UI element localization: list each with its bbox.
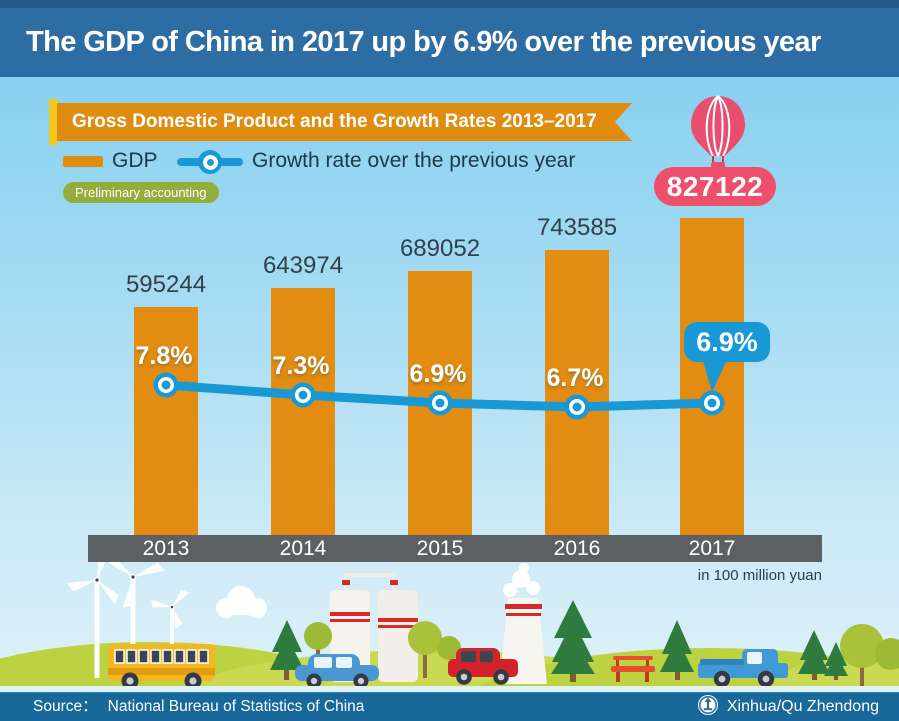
scenery-illustration — [0, 562, 899, 692]
cloud-icon — [216, 586, 267, 618]
bench-icon — [611, 656, 655, 682]
growth-2017-speech-bubble: 6.9% — [684, 322, 770, 362]
gdp-value-2015: 689052 — [399, 235, 481, 262]
car-icon — [295, 654, 379, 689]
source-text: National Bureau of Statistics of China — [107, 698, 365, 715]
top-strip — [0, 0, 899, 8]
title-banner: The GDP of China in 2017 up by 6.9% over… — [0, 8, 899, 77]
growth-legend-label: Growth rate over the previous year — [252, 149, 576, 172]
year-label-2014: 2014 — [279, 537, 327, 560]
year-label-2017: 2017 — [688, 537, 736, 560]
tree-icon — [304, 621, 899, 686]
year-label-2016: 2016 — [553, 537, 601, 560]
gdp-bar-2016 — [545, 250, 609, 535]
xinhua-logo-icon — [697, 695, 718, 715]
credit-text: Xinhua/Qu Zhendong — [726, 698, 879, 715]
pickup-truck-icon — [698, 649, 788, 688]
gdp-bar-2015 — [408, 271, 472, 535]
gdp-value-2016: 743585 — [536, 214, 618, 241]
growth-legend-marker-icon — [198, 150, 222, 174]
growth-rate-2013: 7.8% — [135, 342, 193, 370]
gdp-value-2014: 643974 — [262, 252, 344, 279]
gdp-2017-value-badge: 827122 — [654, 167, 776, 206]
road — [0, 686, 899, 692]
year-label-2013: 2013 — [142, 537, 190, 560]
gdp-legend-swatch — [63, 156, 103, 167]
gdp-value-2013: 595244 — [125, 271, 207, 298]
year-label-2015: 2015 — [416, 537, 464, 560]
ribbon-accent-bar — [49, 99, 57, 145]
red-car-icon — [448, 648, 518, 685]
footer-bar: Source： National Bureau of Statistics of … — [0, 692, 899, 721]
source-label: Source： — [33, 698, 98, 715]
bus-icon — [108, 644, 215, 690]
gdp-bar-2017 — [680, 218, 744, 535]
pine-tree-icon — [270, 600, 848, 682]
source-line: Source： National Bureau of Statistics of … — [33, 693, 364, 721]
axis-unit-note: in 100 million yuan — [697, 567, 822, 584]
gdp-bar-2013 — [134, 307, 198, 535]
hot-air-balloon-icon — [691, 95, 745, 171]
credit-line: Xinhua/Qu Zhendong — [697, 693, 879, 721]
gdp-legend-label: GDP — [112, 149, 158, 172]
growth-rate-2014: 7.3% — [272, 352, 330, 380]
steam-icon — [503, 563, 540, 597]
gdp-bar-2014 — [271, 288, 335, 535]
growth-rate-2015: 6.9% — [409, 360, 467, 388]
growth-rate-2016: 6.7% — [546, 364, 604, 392]
page-title: The GDP of China in 2017 up by 6.9% over… — [26, 26, 821, 58]
preliminary-accounting-badge: Preliminary accounting — [63, 182, 219, 203]
chart-title-ribbon: Gross Domestic Product and the Growth Ra… — [57, 103, 632, 141]
x-axis-band: 2013 2014 2015 2016 2017 — [88, 535, 822, 562]
